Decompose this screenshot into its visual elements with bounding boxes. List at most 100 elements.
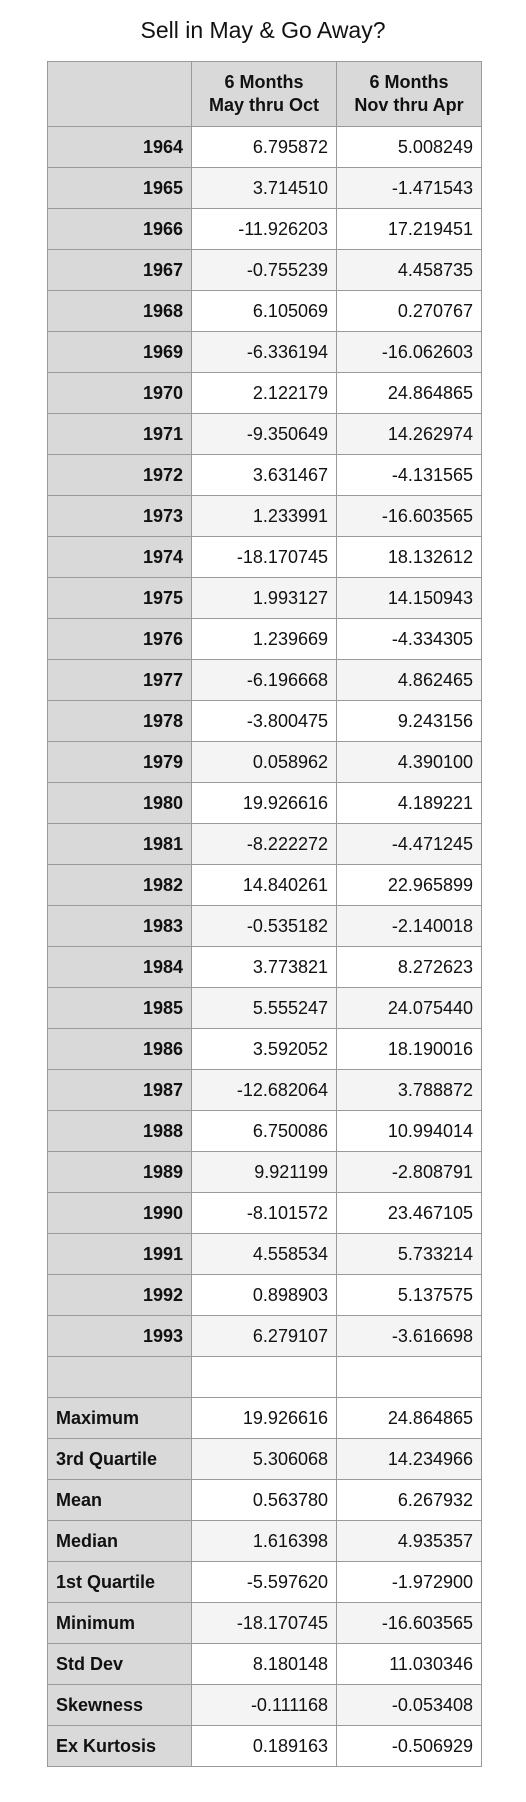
year-cell: 1986 [47,1028,192,1070]
stat-row: Minimum -18.170745 -16.603565 [47,1602,482,1644]
may-oct-cell: 6.750086 [191,1110,337,1152]
nov-apr-cell: 4.458735 [336,249,482,291]
table-row: 1979 0.058962 4.390100 [47,741,482,783]
table-row: 1984 3.773821 8.272623 [47,946,482,988]
stat-may-oct-cell: 5.306068 [191,1438,337,1480]
header-corner-cell [47,61,192,127]
nov-apr-cell: -2.808791 [336,1151,482,1193]
stat-nov-apr-cell: -0.053408 [336,1684,482,1726]
may-oct-cell: -0.535182 [191,905,337,947]
returns-table: 6 Months May thru Oct 6 Months Nov thru … [47,61,482,1767]
nov-apr-cell: -4.334305 [336,618,482,660]
year-cell: 1993 [47,1315,192,1357]
stat-label-cell: 3rd Quartile [47,1438,192,1480]
table-row: 1964 6.795872 5.008249 [47,126,482,168]
table-row: 1975 1.993127 14.150943 [47,577,482,619]
year-cell: 1970 [47,372,192,414]
year-cell: 1969 [47,331,192,373]
year-cell: 1967 [47,249,192,291]
may-oct-cell: 0.058962 [191,741,337,783]
may-oct-cell: -9.350649 [191,413,337,455]
table-row: 1988 6.750086 10.994014 [47,1110,482,1152]
stat-row: Std Dev 8.180148 11.030346 [47,1643,482,1685]
table-row: 1976 1.239669 -4.334305 [47,618,482,660]
header-may-oct-line1: 6 Months [224,72,304,92]
year-cell: 1971 [47,413,192,455]
may-oct-cell: 1.233991 [191,495,337,537]
year-cell: 1977 [47,659,192,701]
table-row: 1978 -3.800475 9.243156 [47,700,482,742]
may-oct-cell: 3.631467 [191,454,337,496]
year-cell: 1982 [47,864,192,906]
stat-label-cell: Mean [47,1479,192,1521]
nov-apr-cell: 18.132612 [336,536,482,578]
may-oct-cell: -3.800475 [191,700,337,742]
stat-nov-apr-cell: 24.864865 [336,1397,482,1439]
stat-label-cell: Ex Kurtosis [47,1725,192,1767]
may-oct-cell: -18.170745 [191,536,337,578]
nov-apr-cell: 17.219451 [336,208,482,250]
spacer-label-cell [47,1356,192,1398]
nov-apr-cell: -2.140018 [336,905,482,947]
table-row: 1992 0.898903 5.137575 [47,1274,482,1316]
stat-nov-apr-cell: 4.935357 [336,1520,482,1562]
year-cell: 1966 [47,208,192,250]
nov-apr-cell: -4.131565 [336,454,482,496]
table-row: 1970 2.122179 24.864865 [47,372,482,414]
table-row: 1981 -8.222272 -4.471245 [47,823,482,865]
table-row: 1968 6.105069 0.270767 [47,290,482,332]
nov-apr-cell: -16.603565 [336,495,482,537]
nov-apr-cell: 22.965899 [336,864,482,906]
year-cell: 1974 [47,536,192,578]
year-cell: 1968 [47,290,192,332]
table-row: 1989 9.921199 -2.808791 [47,1151,482,1193]
stat-may-oct-cell: -5.597620 [191,1561,337,1603]
stat-may-oct-cell: -0.111168 [191,1684,337,1726]
stat-may-oct-cell: 8.180148 [191,1643,337,1685]
may-oct-cell: 1.239669 [191,618,337,660]
table-row: 1993 6.279107 -3.616698 [47,1315,482,1357]
may-oct-cell: 3.773821 [191,946,337,988]
stat-label-cell: 1st Quartile [47,1561,192,1603]
may-oct-cell: 14.840261 [191,864,337,906]
year-cell: 1975 [47,577,192,619]
year-cell: 1978 [47,700,192,742]
table-row: 1991 4.558534 5.733214 [47,1233,482,1275]
may-oct-cell: 9.921199 [191,1151,337,1193]
year-cell: 1976 [47,618,192,660]
year-cell: 1984 [47,946,192,988]
nov-apr-cell: 5.008249 [336,126,482,168]
nov-apr-cell: 4.189221 [336,782,482,824]
stat-row: 1st Quartile -5.597620 -1.972900 [47,1561,482,1603]
header-row: 6 Months May thru Oct 6 Months Nov thru … [47,61,482,127]
year-cell: 1989 [47,1151,192,1193]
nov-apr-cell: 18.190016 [336,1028,482,1070]
nov-apr-cell: 5.137575 [336,1274,482,1316]
may-oct-cell: 3.592052 [191,1028,337,1070]
year-cell: 1972 [47,454,192,496]
year-cell: 1983 [47,905,192,947]
may-oct-cell: -0.755239 [191,249,337,291]
year-cell: 1973 [47,495,192,537]
stat-nov-apr-cell: -1.972900 [336,1561,482,1603]
nov-apr-cell: 0.270767 [336,290,482,332]
nov-apr-cell: 3.788872 [336,1069,482,1111]
may-oct-cell: 6.795872 [191,126,337,168]
table-row: 1982 14.840261 22.965899 [47,864,482,906]
may-oct-cell: 4.558534 [191,1233,337,1275]
stat-may-oct-cell: 0.189163 [191,1725,337,1767]
stat-may-oct-cell: -18.170745 [191,1602,337,1644]
may-oct-cell: -8.222272 [191,823,337,865]
year-cell: 1981 [47,823,192,865]
year-cell: 1990 [47,1192,192,1234]
nov-apr-cell: 8.272623 [336,946,482,988]
may-oct-cell: 19.926616 [191,782,337,824]
year-cell: 1987 [47,1069,192,1111]
year-cell: 1991 [47,1233,192,1275]
nov-apr-cell: -16.062603 [336,331,482,373]
stat-row: Maximum 19.926616 24.864865 [47,1397,482,1439]
may-oct-cell: 6.279107 [191,1315,337,1357]
nov-apr-cell: 4.862465 [336,659,482,701]
year-cell: 1992 [47,1274,192,1316]
spacer-cell [191,1356,337,1398]
